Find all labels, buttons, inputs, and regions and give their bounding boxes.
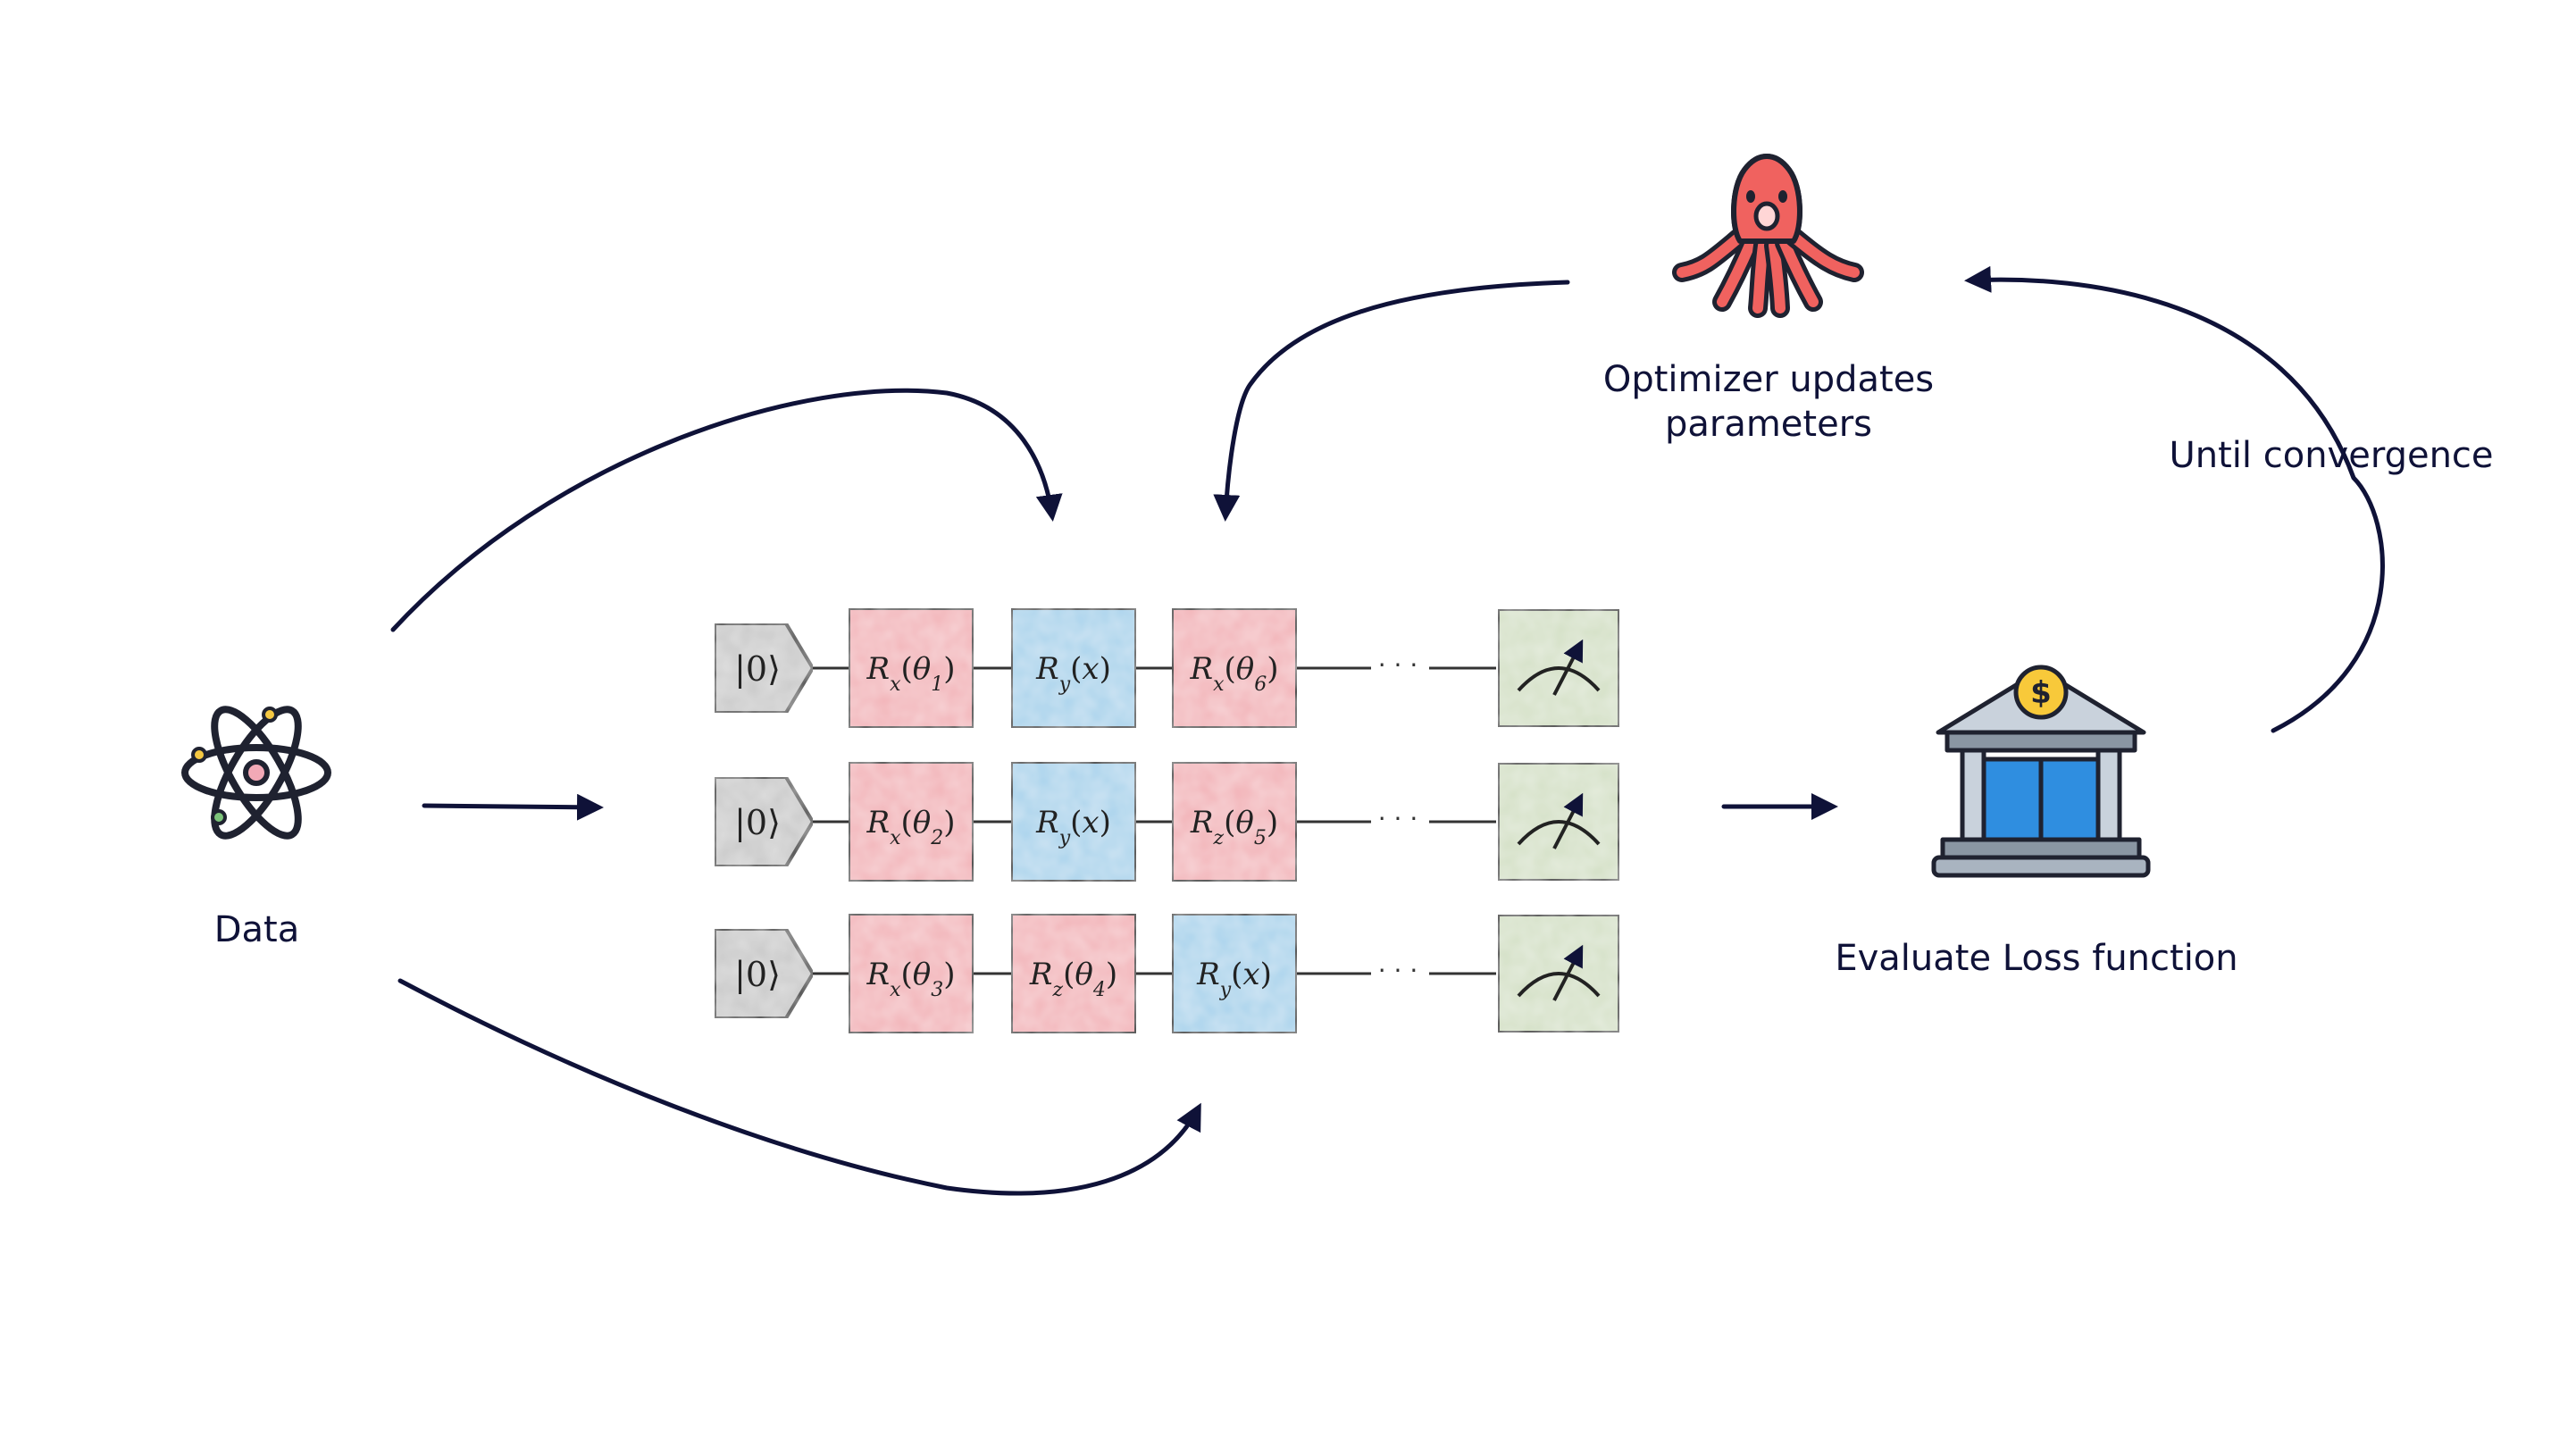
ellipsis: · · · xyxy=(1378,650,1418,680)
until-convergence-label: Until convergence xyxy=(2169,435,2494,476)
gate-label: Rx(θ3) xyxy=(866,957,955,1001)
gate-label: Ry(x) xyxy=(1035,805,1111,849)
atom-icon xyxy=(181,706,331,840)
optimizer-label-line1: Optimizer updates xyxy=(1602,359,1935,400)
arrow-optimizer-to-circuit xyxy=(1213,280,1570,522)
octopus-icon xyxy=(1672,154,1864,318)
optimizer-label-line2: parameters xyxy=(1664,404,1872,445)
ellipsis: · · · xyxy=(1378,956,1418,985)
circuit-row: |0⟩ Rx(θ3) Rz(θ4) Ry(x) · · · xyxy=(713,912,1621,1035)
init-state-label: |0⟩ xyxy=(734,649,781,689)
circuit-row: |0⟩ Rx(θ2) Ry(x) Rz(θ5) · · · xyxy=(713,760,1621,883)
init-state-box xyxy=(713,622,815,715)
arrow-loss-to-optimizer xyxy=(1964,265,2385,733)
init-state-label: |0⟩ xyxy=(734,955,781,994)
init-state-box xyxy=(713,775,815,868)
evaluate-loss-label: Evaluate Loss function xyxy=(1835,938,2238,979)
gate-box xyxy=(847,912,975,1035)
init-state-box xyxy=(713,927,815,1020)
gate-box xyxy=(847,606,975,730)
data-label: Data xyxy=(213,909,300,950)
gate-box xyxy=(847,760,975,883)
gate-label: Ry(x) xyxy=(1196,957,1272,1001)
measurement-icon xyxy=(1496,607,1621,729)
init-state-label: |0⟩ xyxy=(734,803,781,842)
optimizer-label: Optimizer updates parameters xyxy=(1572,357,1965,447)
gate-box xyxy=(1170,606,1299,730)
arrows xyxy=(390,265,2385,1196)
gate-label: Rx(θ2) xyxy=(866,805,955,849)
gate-label: Ry(x) xyxy=(1035,651,1111,696)
gate-box xyxy=(1009,760,1138,883)
bank-icon: $ xyxy=(1931,665,2151,878)
quantum-circuit: |0⟩ Rx(θ1) Ry(x) Rx(θ6) · · · |0⟩ Rx(θ2) Ry(x) R… xyxy=(713,606,1621,1035)
measurement-icon xyxy=(1496,913,1621,1034)
gate-box xyxy=(1170,912,1299,1035)
gate-label: Rx(θ6) xyxy=(1189,651,1278,696)
gate-box xyxy=(1009,912,1138,1035)
svg-text:$: $ xyxy=(2030,675,2052,711)
measurement-icon xyxy=(1496,761,1621,882)
arrow-data-to-bottom xyxy=(397,978,1201,1196)
gate-label: Rz(θ4) xyxy=(1029,957,1117,1001)
gate-box xyxy=(1009,606,1138,730)
gate-label: Rz(θ5) xyxy=(1190,805,1278,849)
gate-box xyxy=(1170,760,1299,883)
circuit-row: |0⟩ Rx(θ1) Ry(x) Rx(θ6) · · · xyxy=(713,606,1621,730)
gate-label: Rx(θ1) xyxy=(866,651,955,696)
ellipsis: · · · xyxy=(1378,804,1418,833)
arrow-data-to-middle xyxy=(422,793,604,821)
arrow-data-to-top xyxy=(390,388,1063,632)
